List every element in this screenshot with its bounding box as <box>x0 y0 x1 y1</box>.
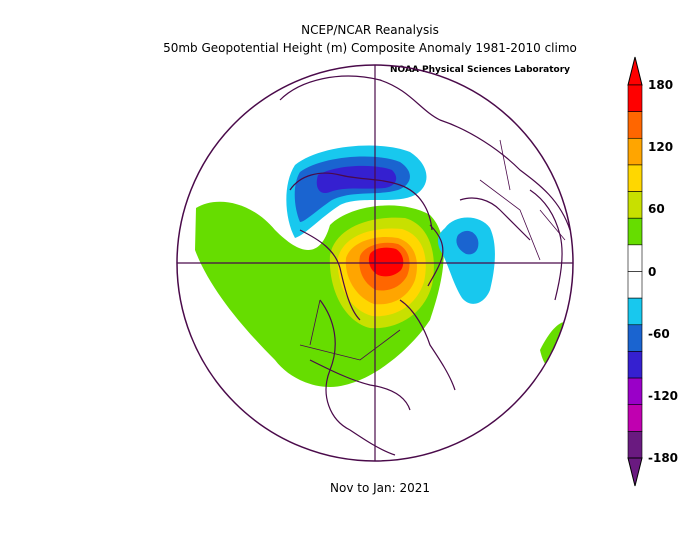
colorbar-segment <box>627 431 643 459</box>
map-boundary <box>176 64 574 462</box>
anomaly-pos-180 <box>368 247 404 277</box>
colorbar-tick-label: 0 <box>648 264 657 279</box>
colorbar-segment <box>627 191 643 219</box>
anomaly-neg-90-siberia <box>316 165 397 194</box>
chart-subtitle: 50mb Geopotential Height (m) Composite A… <box>163 41 577 55</box>
colorbar <box>627 56 643 487</box>
colorbar-segment <box>627 324 643 352</box>
colorbar-segment <box>627 84 643 112</box>
colorbar-tick-label: -120 <box>648 388 679 403</box>
anomaly-neg-30-atlantic <box>437 217 495 304</box>
colorbar-segment <box>627 244 643 272</box>
colorbar-segment <box>627 297 643 326</box>
credit-label: NOAA Physical Sciences Laboratory <box>390 65 571 75</box>
colorbar-tick-label: -60 <box>648 326 670 341</box>
anomaly-neg-60-atlantic <box>456 230 479 255</box>
colorbar-segment <box>627 404 643 432</box>
colorbar-segment <box>627 164 643 192</box>
colorbar-segment <box>627 137 643 166</box>
coastlines <box>279 75 571 456</box>
colorbar-segment <box>627 111 643 139</box>
period-label: Nov to Jan: 2021 <box>330 481 430 495</box>
colorbar-tick-label: 60 <box>648 202 665 217</box>
colorbar-tick-label: 120 <box>648 140 674 155</box>
borders <box>299 139 566 361</box>
anomaly-pos-30-small <box>540 321 568 370</box>
colorbar-segment <box>627 217 643 246</box>
chart-title: NCEP/NCAR Reanalysis <box>301 23 439 37</box>
colorbar-segment <box>627 271 643 299</box>
colorbar-bottom-triangle <box>627 457 643 487</box>
colorbar-tick-label: -180 <box>648 451 679 465</box>
colorbar-segment <box>627 377 643 406</box>
colorbar-top-triangle <box>627 56 643 86</box>
anomaly-field <box>195 145 568 388</box>
colorbar-segment <box>627 351 643 379</box>
colorbar-tick-label: 180 <box>648 78 674 92</box>
